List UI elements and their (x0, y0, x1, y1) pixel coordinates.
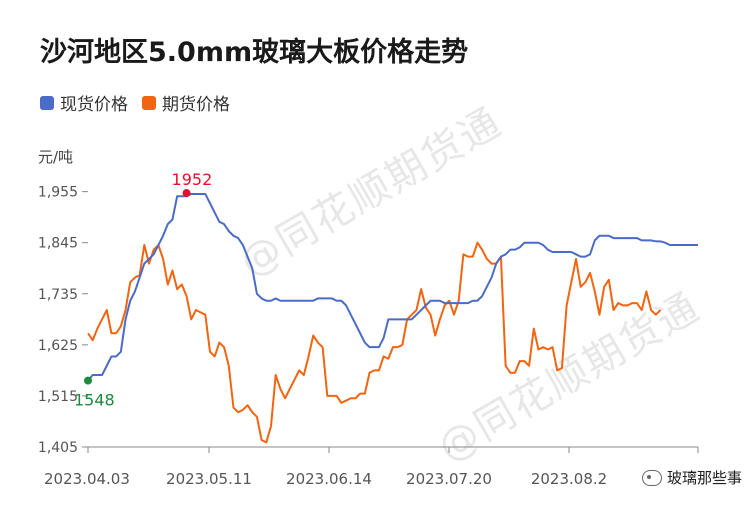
min-point-marker (84, 376, 92, 385)
y-axis-unit-label: 元/吨 (38, 148, 74, 166)
y-tick-label: 1,405 (38, 440, 78, 456)
legend-item-spot[interactable]: 现货价格 (40, 90, 128, 115)
max-point-marker (182, 189, 191, 198)
legend: 现货价格 期货价格 (40, 90, 230, 115)
x-tick-label: 2023.08.2 (531, 470, 607, 488)
x-tick-label: 2023.04.03 (44, 470, 130, 488)
max-value-label: 1952 (172, 170, 213, 189)
y-tick-label: 1,515 (38, 389, 78, 405)
wechat-icon (641, 469, 662, 486)
legend-swatch-futures (142, 95, 156, 110)
brand-badge: 玻璃那些事 (641, 467, 742, 488)
chart-title: 沙河地区5.0mm玻璃大板价格走势 (40, 37, 469, 68)
y-tick-label: 1,955 (38, 185, 78, 201)
legend-label-spot: 现货价格 (60, 95, 128, 115)
brand-text: 玻璃那些事 (666, 469, 742, 487)
y-tick-label: 1,845 (38, 236, 78, 252)
x-tick-label: 2023.07.20 (406, 470, 492, 488)
min-value-label: 1548 (74, 391, 115, 410)
y-tick-label: 1,625 (38, 338, 78, 354)
legend-item-futures[interactable]: 期货价格 (142, 90, 230, 115)
legend-swatch-spot (40, 95, 54, 110)
x-tick-label: 2023.06.14 (286, 470, 372, 488)
x-tick-label: 2023.05.11 (166, 470, 252, 488)
futures-price-line (87, 241, 662, 444)
y-tick-label: 1,735 (38, 287, 78, 303)
legend-label-futures: 期货价格 (162, 95, 230, 115)
